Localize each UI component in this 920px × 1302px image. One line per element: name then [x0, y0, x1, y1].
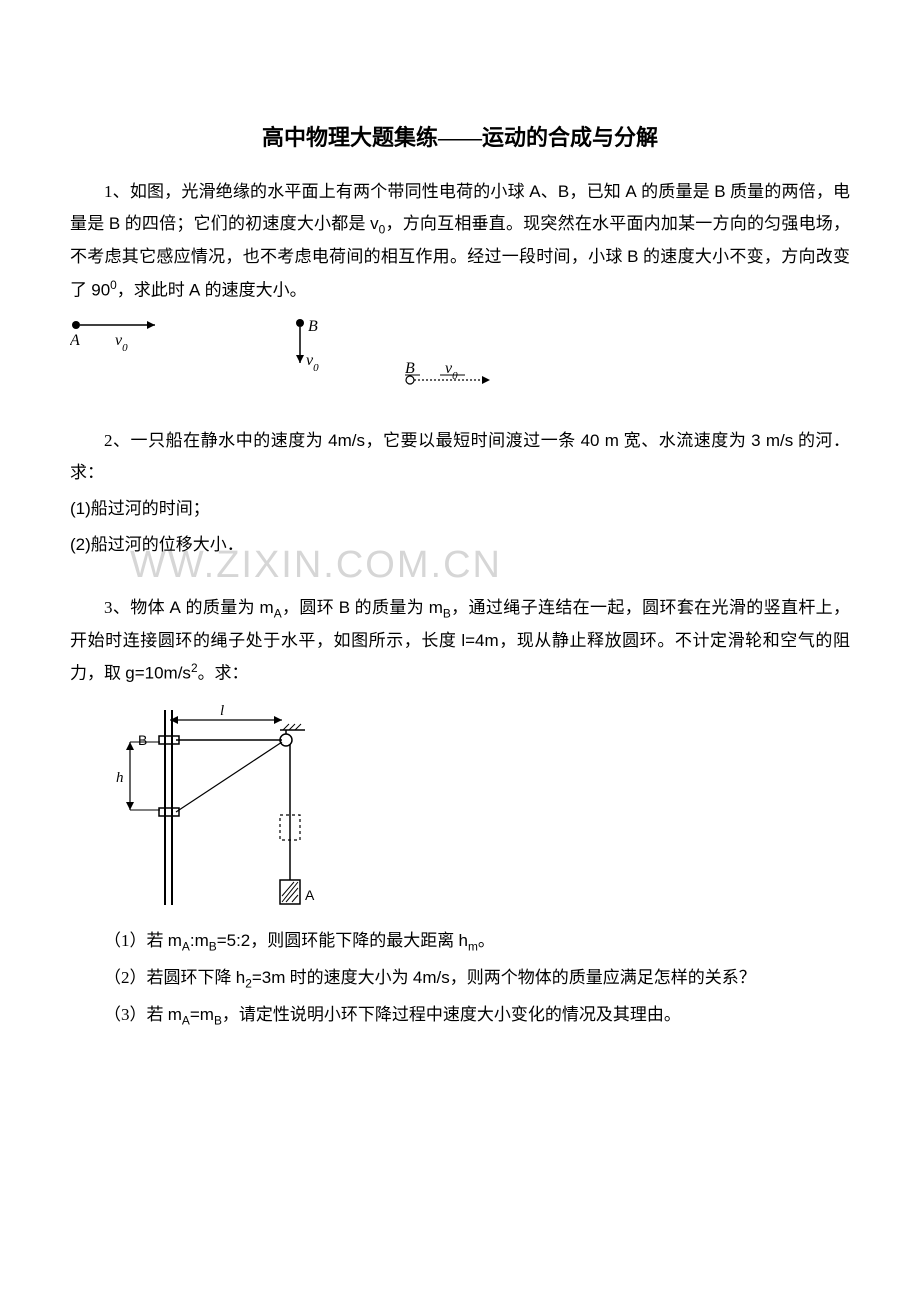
text: ，它要以最短时间渡过一条 — [365, 431, 581, 450]
text: B — [443, 606, 451, 620]
problem-2-sub1: (1)船过河的时间； — [70, 493, 850, 525]
text: 宽、水流速度为 — [619, 431, 751, 450]
text: (2) — [70, 535, 91, 554]
text: ，则圆环能下降的最大距离 — [250, 931, 458, 950]
text: 。求： — [198, 664, 249, 683]
text: B — [109, 214, 120, 233]
text: ，求此时 — [117, 280, 189, 299]
problem-3-sub1: （1）若 mA:mB=5:2，则圆环能下降的最大距离 hm。 — [70, 925, 850, 958]
text: 。 — [478, 931, 495, 950]
text: g=10m/s — [125, 664, 191, 683]
text: ，圆环 — [282, 598, 339, 617]
text: 的速度大小。 — [200, 280, 306, 299]
text: =5:2 — [217, 931, 251, 950]
text: 船过河的位移大小． — [91, 535, 244, 554]
label-v0-2: v0 — [306, 352, 319, 374]
text: (1) — [70, 499, 91, 518]
text: v — [370, 214, 379, 233]
text: 的质量为 — [181, 598, 260, 617]
text: h — [236, 968, 245, 987]
text: A — [189, 280, 200, 299]
text: B — [214, 1013, 222, 1027]
text: m — [168, 931, 182, 950]
text: 90 — [91, 280, 110, 299]
text: m — [168, 1005, 182, 1024]
problem-3: 3、物体 A 的质量为 mA，圆环 B 的质量为 mB，通过绳子连结在一起，圆环… — [70, 592, 850, 690]
text: ，请定性说明小环下降过程中速度大小变化的情况及其理由。 — [222, 1005, 681, 1024]
text: A — [625, 182, 636, 201]
text: 40 m — [581, 431, 619, 450]
text: B — [209, 939, 217, 953]
label-b: B — [138, 732, 147, 748]
text: 2 — [191, 661, 198, 675]
label-l: l — [220, 703, 224, 719]
text: （2）若圆环下降 — [104, 968, 236, 987]
text: 1、如图，光滑绝缘的水平面上有两个带同性电荷的小球 — [104, 182, 529, 201]
text: A — [182, 1013, 190, 1027]
text: m — [468, 939, 478, 953]
label-a: A — [70, 332, 80, 349]
text: 3 m/s — [751, 431, 793, 450]
text: A — [182, 939, 190, 953]
text: l=4m — [461, 631, 498, 650]
text: :m — [190, 931, 209, 950]
text: 的四倍；它们的初速度大小都是 — [120, 214, 370, 233]
text: m — [260, 598, 274, 617]
text: 2、一只船在静水中的速度为 — [104, 431, 328, 450]
label-b2: B — [405, 360, 415, 377]
label-a: A — [305, 887, 315, 903]
problem-1: 1、如图，光滑绝缘的水平面上有两个带同性电荷的小球 A、B，已知 A 的质量是 … — [70, 176, 850, 307]
problem-2: 2、一只船在静水中的速度为 4m/s，它要以最短时间渡过一条 40 m 宽、水流… — [70, 425, 850, 490]
text: 的质量是 — [637, 182, 715, 201]
text: 4m/s — [413, 968, 450, 987]
diagram-2: B l h A — [110, 700, 850, 915]
problem-3-sub2: （2）若圆环下降 h2=3m 时的速度大小为 4m/s，则两个物体的质量应满足怎… — [70, 962, 850, 995]
text: h — [459, 931, 468, 950]
text: ，已知 — [569, 182, 625, 201]
text: 0 — [110, 278, 117, 292]
text: ，则两个物体的质量应满足怎样的关系？ — [450, 968, 756, 987]
label-h: h — [116, 770, 124, 786]
label-v0-1: v0 — [115, 332, 128, 354]
problem-3-sub3: （3）若 mA=mB，请定性说明小环下降过程中速度大小变化的情况及其理由。 — [70, 999, 850, 1032]
text: m — [429, 598, 443, 617]
text: A — [170, 598, 181, 617]
text: 船过河的时间； — [91, 499, 210, 518]
text: =m — [190, 1005, 214, 1024]
problem-2-sub2: (2)船过河的位移大小． — [70, 529, 850, 561]
text: B — [339, 598, 350, 617]
label-v0-3: v0 — [445, 360, 458, 382]
page-title: 高中物理大题集练——运动的合成与分解 — [70, 120, 850, 152]
text: B — [627, 247, 638, 266]
text: 的质量为 — [350, 598, 429, 617]
text: （1）若 — [104, 931, 168, 950]
text: （3）若 — [104, 1005, 168, 1024]
text: A、B — [529, 182, 569, 201]
text: =3m — [252, 968, 286, 987]
text: 时的速度大小为 — [285, 968, 413, 987]
text: 4m/s — [328, 431, 365, 450]
text: A — [274, 606, 282, 620]
text: 3、物体 — [104, 598, 170, 617]
label-b1: B — [308, 318, 318, 335]
diagram-1: A v0 B v0 B v0 — [70, 315, 850, 395]
text: 2 — [245, 976, 252, 990]
text: B — [714, 182, 725, 201]
